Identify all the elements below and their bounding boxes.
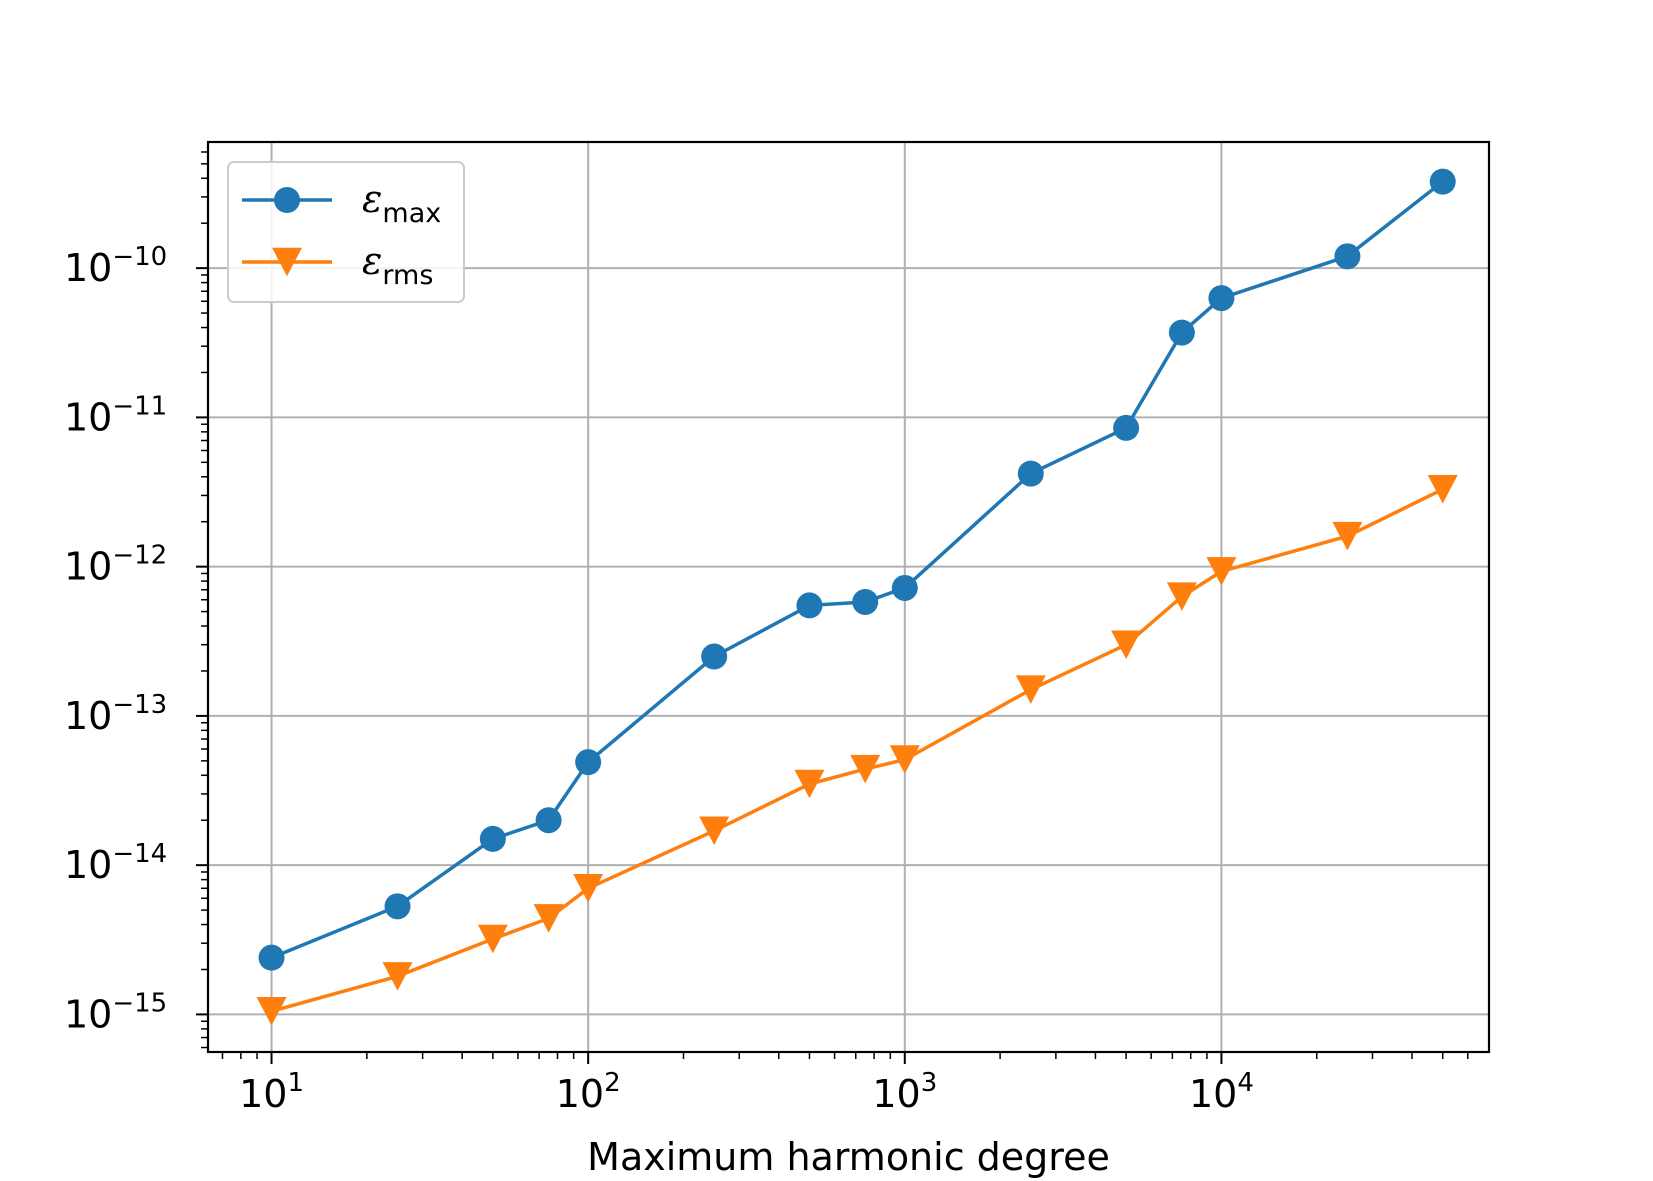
data-point-rms: [1015, 675, 1046, 704]
y-tick-label: 10−13: [64, 690, 167, 738]
x-axis-label: Maximum harmonic degree: [587, 1135, 1110, 1179]
data-point-rms: [573, 874, 604, 903]
data-point-rms: [794, 769, 825, 799]
data-point-max: [1017, 460, 1044, 487]
data-point-rms: [850, 754, 881, 784]
tick-labels: 101 102 103 104 10−15 10−14 10−13 10−12 10−11 10−…: [64, 242, 1254, 1116]
x-tick-label: 104: [1189, 1068, 1254, 1116]
ticks: [196, 151, 1469, 1064]
data-point-max: [258, 944, 285, 971]
x-tick-label: 103: [872, 1068, 937, 1116]
data-point-rms: [889, 745, 920, 774]
data-point-max: [479, 825, 506, 852]
plot-frame: [206, 140, 1491, 1054]
data-point-max: [535, 807, 562, 834]
series-layer: [256, 168, 1458, 1026]
legend-item-rms: εrms: [242, 239, 433, 291]
data-point-max: [1429, 168, 1456, 195]
series-rms: [256, 475, 1458, 1026]
data-point-max: [852, 588, 879, 615]
data-point-rms: [382, 962, 413, 991]
data-point-rms: [1166, 582, 1197, 611]
x-tick-label: 102: [556, 1068, 621, 1116]
data-point-rms: [477, 924, 508, 954]
y-tick-label: 10−10: [64, 242, 167, 290]
legend: εmax εrms: [227, 161, 465, 303]
data-point-max: [1113, 414, 1140, 441]
data-point-rms: [1206, 557, 1237, 586]
data-point-rms: [1111, 630, 1142, 659]
x-tick-label: 101: [239, 1068, 304, 1116]
data-point-max: [1334, 243, 1361, 270]
y-tick-label: 10−11: [64, 391, 167, 439]
legend-item-max: εmax: [242, 177, 441, 229]
legend-label: εrms: [362, 239, 433, 291]
data-point-rms: [256, 997, 287, 1026]
legend-marker: [274, 187, 300, 213]
y-tick-label: 10−14: [64, 839, 167, 887]
data-point-max: [701, 643, 728, 670]
data-point-max: [384, 893, 411, 920]
data-point-rms: [1332, 521, 1363, 551]
data-point-rms: [699, 816, 730, 846]
legend-label: εmax: [362, 177, 441, 229]
data-point-max: [796, 592, 823, 619]
data-point-max: [575, 749, 602, 776]
data-point-max: [1168, 319, 1195, 346]
y-tick-label: 10−15: [64, 988, 167, 1036]
legend-marker: [272, 247, 302, 277]
series-max: [258, 168, 1456, 971]
data-point-rms: [533, 904, 564, 933]
y-tick-label: 10−12: [64, 541, 167, 589]
data-point-rms: [1427, 475, 1458, 504]
data-point-max: [1208, 285, 1235, 312]
data-point-max: [891, 574, 918, 601]
